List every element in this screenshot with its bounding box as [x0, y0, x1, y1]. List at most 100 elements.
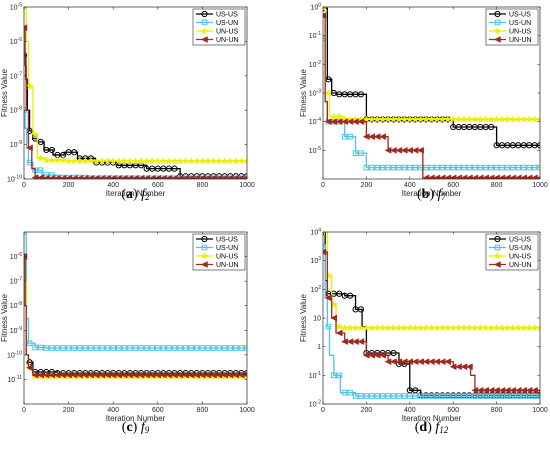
data-point-us-un [149, 345, 156, 351]
data-point-us-un [439, 164, 446, 171]
data-point-us-un [455, 164, 462, 171]
legend-marker-us-us [494, 235, 501, 243]
y-tick-label: 10-10 [7, 350, 22, 359]
x-tick-label: 1000 [532, 182, 548, 189]
data-point-us-un [233, 345, 239, 351]
data-point-us-un [423, 164, 429, 171]
data-point-un-un [243, 176, 247, 179]
chart-caption: (b) f7 [417, 187, 447, 202]
chart-c: 0 200 400 600 800 1000 10-11 10-10 10-9 10-8 10-7 1… [0, 231, 255, 435]
y-tick-label: 104 [310, 228, 321, 237]
data-point-un-us [36, 154, 45, 162]
axes-frame [23, 231, 248, 405]
data-point-us-un [325, 323, 332, 330]
legend-marker-un-un [200, 36, 208, 43]
data-point-us-un [205, 345, 211, 351]
series-group [323, 232, 540, 399]
data-point-us-un [520, 393, 527, 399]
y-tick-label: 100 [310, 3, 321, 12]
y-tick-label: 10 [313, 316, 321, 323]
data-point-us-un [385, 393, 391, 399]
data-point-us-un [515, 393, 522, 399]
legend-marker-un-us [200, 26, 209, 35]
legend-label-un-un: UN-UN [509, 262, 532, 269]
data-point-us-un [499, 393, 505, 399]
data-point-us-un [26, 340, 33, 346]
data-point-us-un [155, 345, 161, 351]
x-tick-label: 0 [321, 182, 325, 189]
legend-label-us-us: US-US [216, 237, 238, 244]
data-point-us-un [407, 393, 413, 399]
x-tick-label: 1000 [239, 407, 255, 414]
data-point-us-us [357, 306, 365, 313]
x-tick-label: 0 [321, 407, 325, 414]
legend-label-us-un: US-UN [509, 245, 531, 252]
y-tick-label: 10-5 [309, 146, 321, 155]
x-tick-label: 400 [107, 407, 119, 414]
data-point-us-un [396, 164, 402, 171]
data-point-un-un [37, 174, 44, 179]
y-tick-label: 10-4 [309, 117, 321, 126]
data-point-un-un [417, 146, 424, 154]
data-point-us-un [444, 393, 451, 399]
data-point-us-un [188, 345, 195, 351]
legend-marker-us-un [494, 19, 501, 26]
data-point-un-us [31, 130, 40, 138]
legend-label-un-un: UN-UN [509, 37, 532, 44]
data-point-us-un [407, 164, 413, 171]
y-axis-label: Fitness Value [0, 69, 9, 117]
legend-marker-un-un [493, 261, 501, 268]
series-line-us-us [323, 7, 540, 146]
data-point-us-un [166, 345, 172, 351]
data-point-us-un [143, 345, 150, 351]
data-point-us-un [461, 164, 467, 171]
x-tick-label: 200 [361, 182, 373, 189]
data-point-us-us [336, 290, 343, 297]
data-point-un-un [330, 314, 338, 322]
data-point-un-un [536, 390, 540, 395]
data-point-us-un [537, 393, 540, 399]
data-point-us-un [455, 393, 462, 399]
data-point-us-un [76, 345, 83, 351]
data-point-us-un [504, 164, 511, 171]
data-point-un-un [26, 144, 33, 152]
data-point-us-un [104, 345, 111, 351]
data-point-us-un [450, 164, 456, 171]
data-point-us-un [493, 164, 500, 171]
chart-caption: (c) f9 [122, 420, 150, 435]
data-point-us-un [444, 164, 451, 171]
data-point-un-un [243, 373, 247, 377]
data-point-us-un [374, 393, 381, 399]
data-point-us-us [347, 292, 354, 299]
data-point-us-us [325, 76, 332, 83]
data-point-us-us [390, 349, 397, 357]
data-point-un-us [324, 88, 333, 97]
x-tick-label: 400 [107, 182, 119, 189]
data-point-un-us [323, 232, 326, 236]
y-tick-label: 10-8 [10, 301, 22, 310]
data-point-us-un [352, 393, 359, 399]
data-point-us-un [60, 345, 66, 351]
legend-label-un-us: UN-US [509, 254, 531, 261]
data-point-us-us [171, 165, 178, 172]
y-tick-label: 10-7 [10, 71, 22, 80]
series-group [24, 7, 247, 179]
y-tick-label: 10-7 [10, 277, 22, 286]
data-point-un-un [357, 118, 365, 126]
axes-frame [23, 6, 248, 180]
data-point-us-un [341, 133, 348, 140]
x-axis-label: Iteration Number [106, 189, 166, 198]
legend-marker-un-us [493, 251, 502, 260]
data-point-us-un [71, 345, 77, 351]
data-point-us-un [369, 393, 375, 399]
data-point-us-un [221, 345, 228, 351]
data-point-us-un [526, 393, 532, 399]
y-tick-label: 103 [310, 256, 321, 265]
data-point-us-un [531, 164, 538, 171]
legend-label-us-un: US-UN [216, 20, 238, 27]
data-point-us-un [379, 393, 386, 399]
data-point-us-un [138, 345, 144, 351]
data-point-us-un [93, 345, 100, 351]
